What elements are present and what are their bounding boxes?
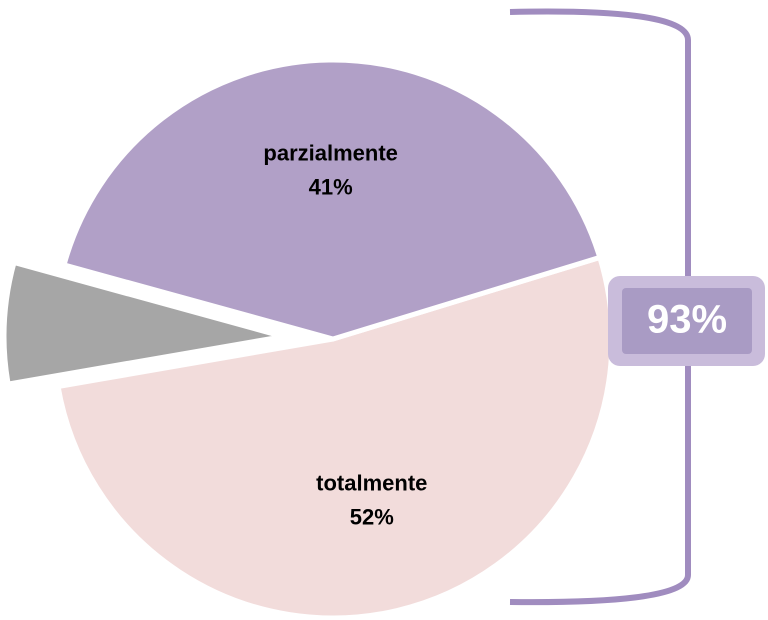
value-label: 41% (309, 174, 353, 199)
pie-slice (55, 254, 615, 620)
slice-label: totalmente (316, 471, 427, 496)
annotation-inner (622, 288, 752, 354)
pie-slice (1, 259, 284, 387)
value-label: 52% (350, 505, 394, 530)
pie-slice (60, 57, 603, 342)
annotation: 93% (647, 298, 727, 342)
slice-label: parzialmente (263, 140, 398, 165)
